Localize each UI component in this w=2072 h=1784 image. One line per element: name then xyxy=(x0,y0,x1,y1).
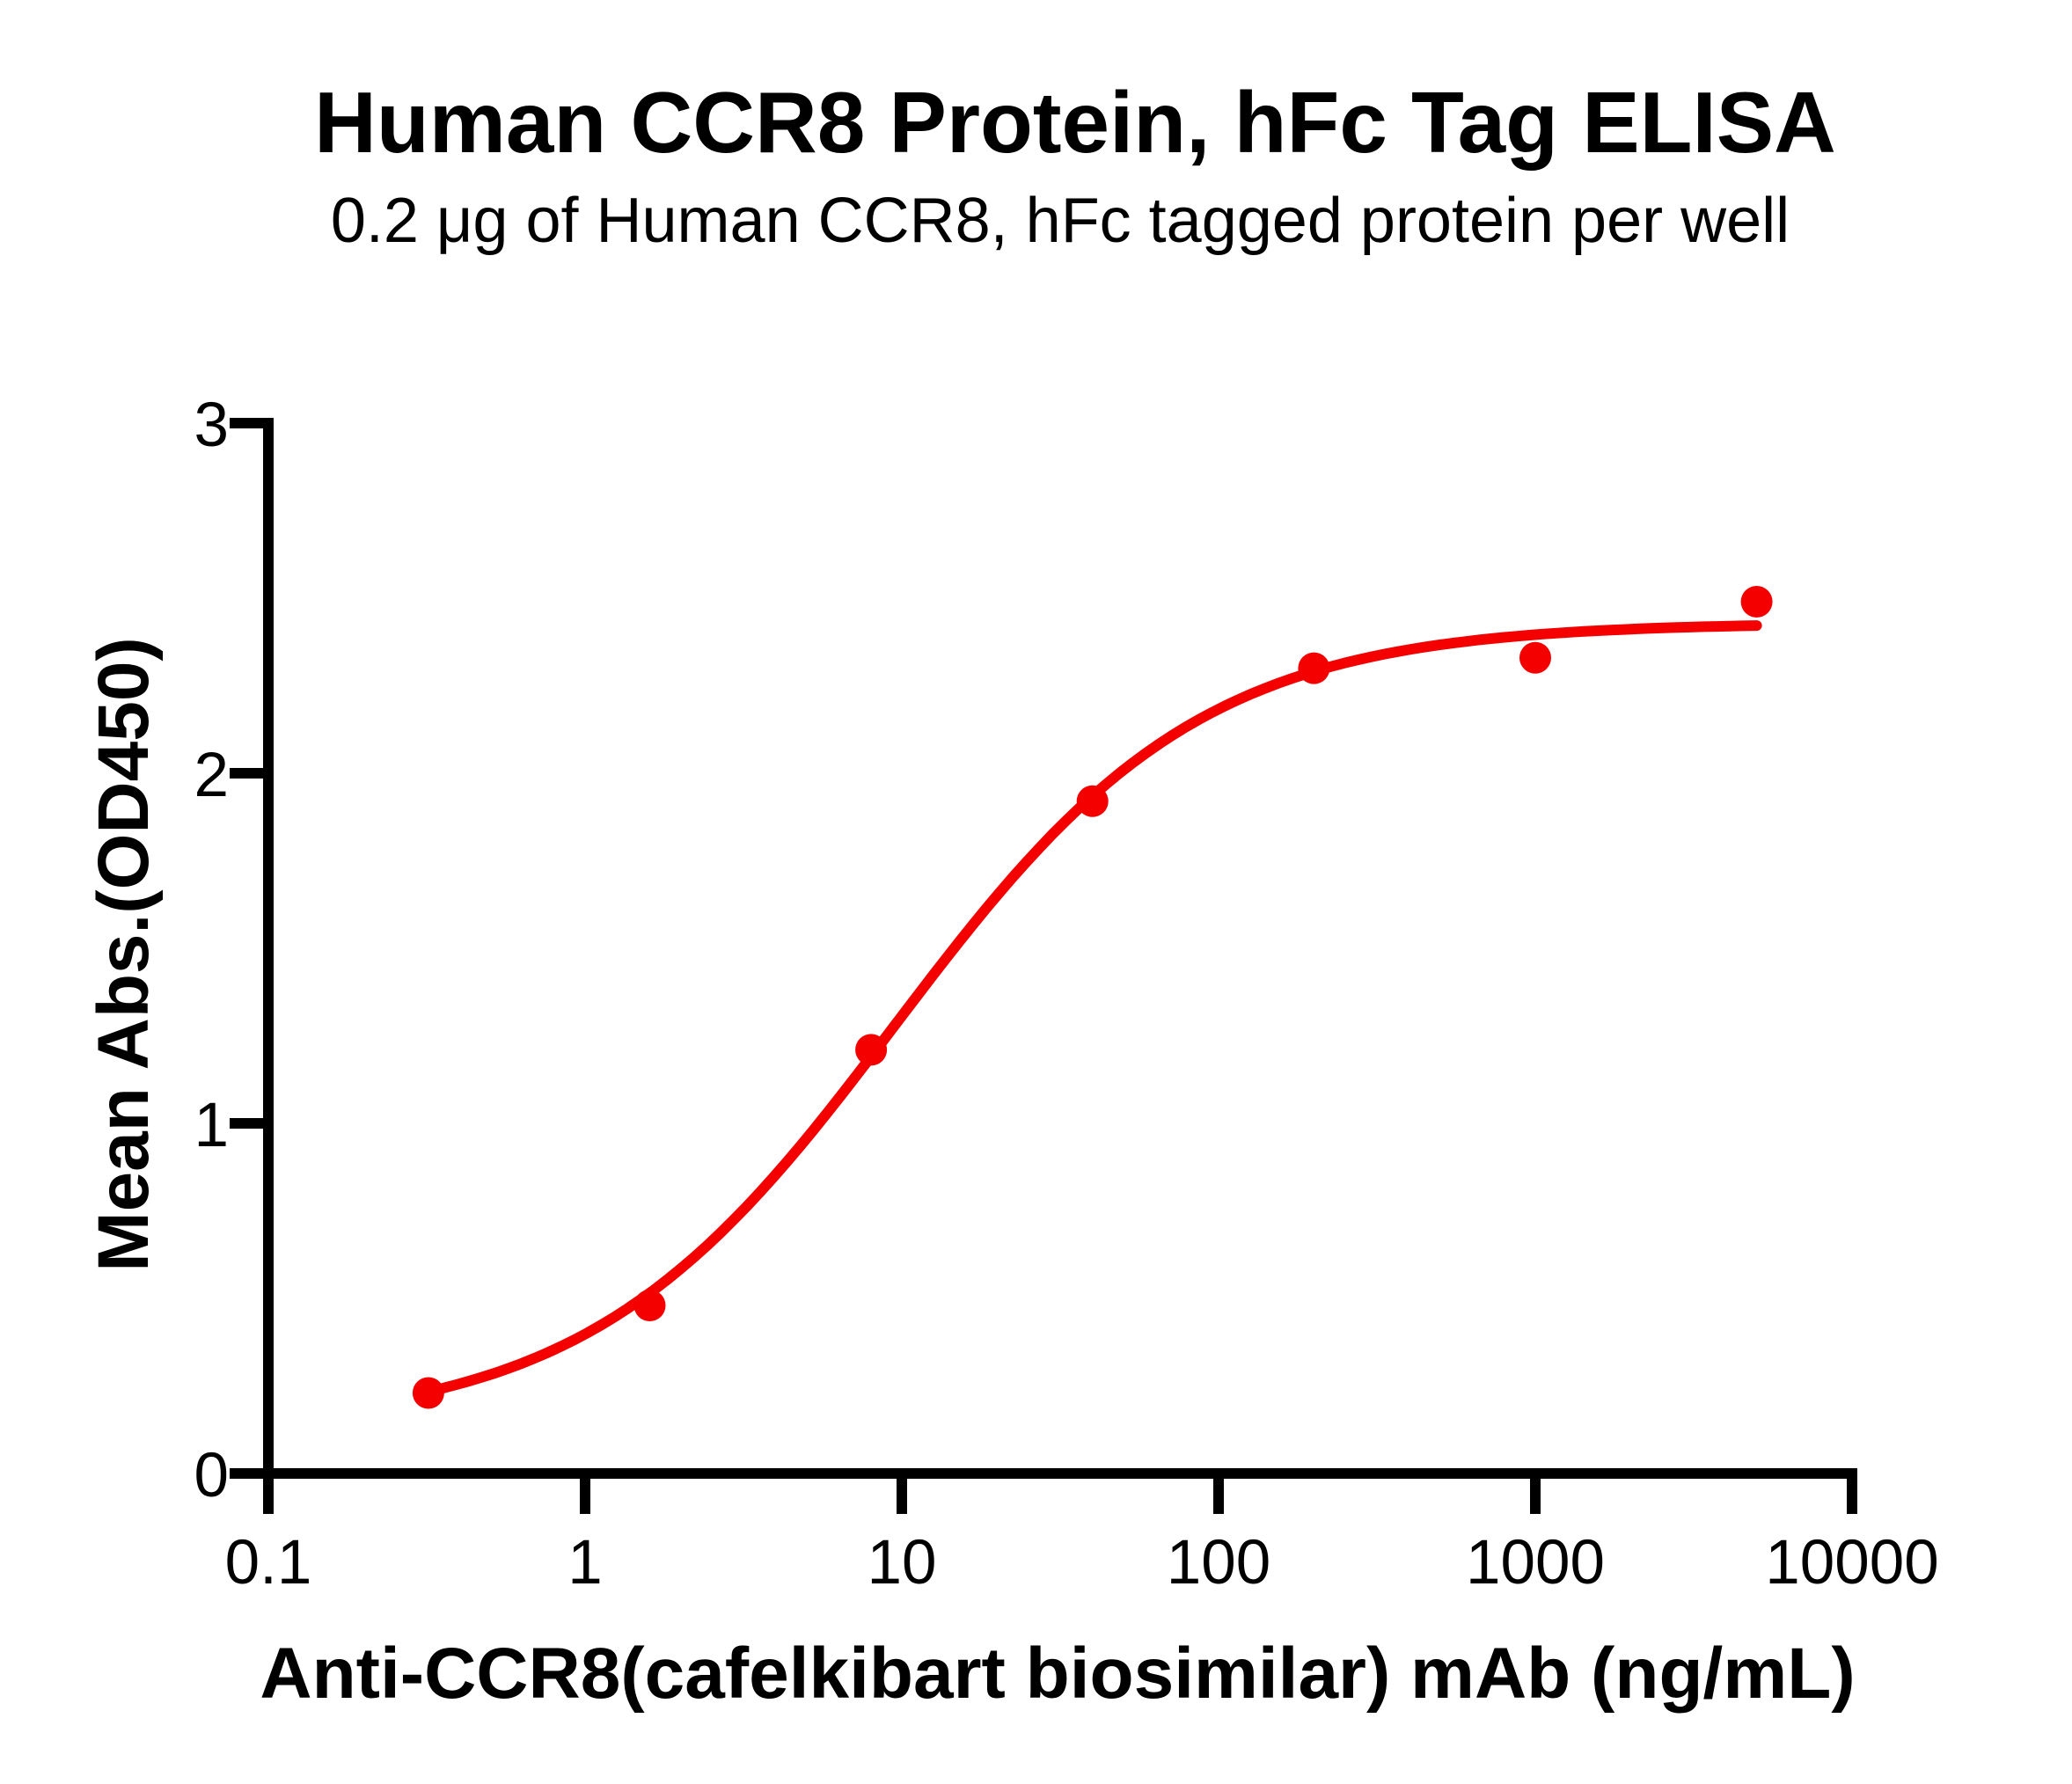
axes xyxy=(263,418,1857,1479)
x-axis-label: Anti-CCR8(cafelkibart biosimilar) mAb (n… xyxy=(260,1634,1855,1714)
data-point xyxy=(1076,785,1109,817)
data-point xyxy=(412,1377,444,1409)
y-tick-label: 3 xyxy=(194,391,230,460)
chart-title: Human CCR8 Protein, hFc Tag ELISA xyxy=(314,74,1836,171)
data-point xyxy=(1519,641,1551,674)
y-tick-label: 2 xyxy=(194,741,230,810)
data-point xyxy=(855,1034,888,1066)
x-tick-label: 100 xyxy=(1167,1528,1270,1598)
data-points xyxy=(412,586,1773,1409)
data-point xyxy=(633,1290,666,1321)
y-tick-label: 1 xyxy=(194,1091,230,1160)
x-tick-label: 10000 xyxy=(1765,1528,1938,1598)
x-tick-label: 0.1 xyxy=(225,1528,312,1598)
y-axis-ticks: 0 1 2 3 xyxy=(194,391,274,1510)
x-axis-ticks: 0.1 1 10 100 1000 10000 xyxy=(225,1468,1939,1598)
y-axis-label: Mean Abs.(OD450) xyxy=(84,637,164,1271)
chart-subtitle: 0.2 μg of Human CCR8, hFc tagged protein… xyxy=(331,186,1790,256)
x-tick-label: 1000 xyxy=(1466,1528,1605,1598)
data-point xyxy=(1740,586,1773,618)
fit-curve xyxy=(422,620,1762,1397)
y-tick-label: 0 xyxy=(194,1441,230,1510)
x-tick-label: 1 xyxy=(567,1528,603,1598)
data-point xyxy=(1298,652,1330,684)
x-tick-label: 10 xyxy=(868,1528,937,1598)
